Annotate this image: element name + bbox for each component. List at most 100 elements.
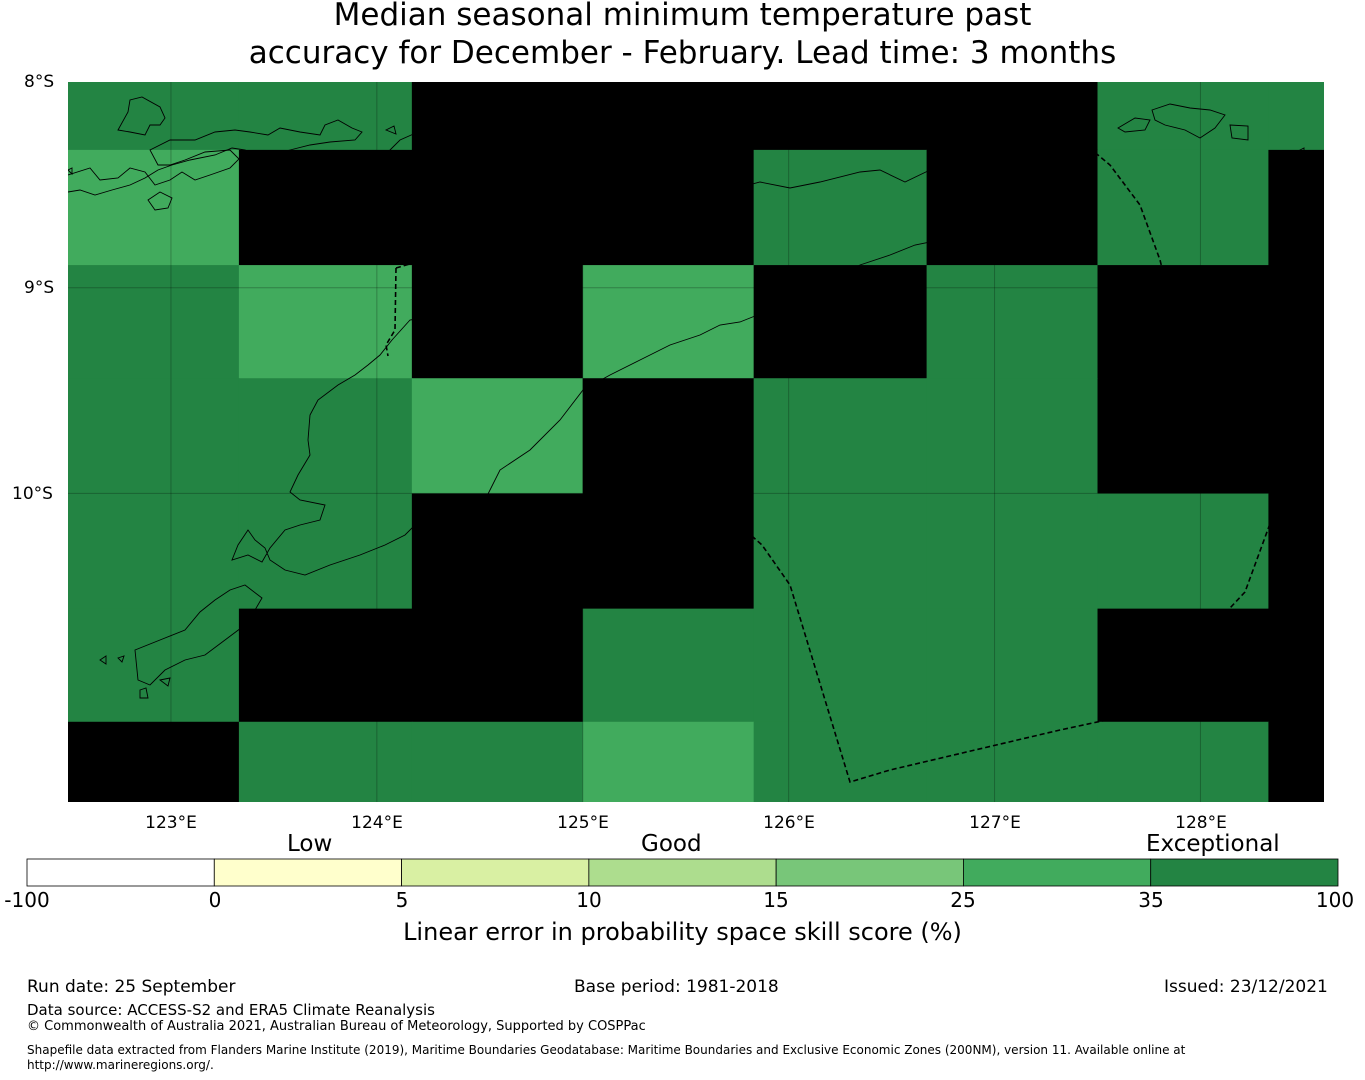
skill-cell xyxy=(68,493,240,610)
colorbar-tick: 15 xyxy=(763,888,789,912)
skill-cell xyxy=(1097,265,1269,379)
skill-cell xyxy=(926,149,1099,266)
skill-cell xyxy=(1268,608,1324,723)
lat-label-8s: 8°S xyxy=(24,72,55,92)
coastline-north-west-islands xyxy=(68,147,246,196)
skill-cell xyxy=(582,493,755,610)
coastline-timor xyxy=(231,149,1066,576)
coastline-rote xyxy=(734,82,743,95)
skill-cell xyxy=(1097,493,1269,610)
coastline-north-west-islands xyxy=(384,125,397,135)
skill-cell xyxy=(1268,378,1324,494)
skill-cell xyxy=(238,82,413,151)
lon-label-125e: 125°E xyxy=(557,813,609,833)
lon-label-124e: 124°E xyxy=(351,813,403,833)
skill-cell xyxy=(753,82,928,151)
lat-label-10s: 10°S xyxy=(12,484,53,504)
skill-cell xyxy=(411,149,584,266)
coastline-rote xyxy=(158,677,171,687)
lon-label-123e: 123°E xyxy=(145,813,197,833)
skill-cell xyxy=(68,265,240,379)
boundary-line xyxy=(395,249,479,326)
coastline-north-west-islands xyxy=(384,119,446,196)
skill-cell xyxy=(582,721,755,802)
skill-cell xyxy=(753,721,928,802)
colorbar-swatch xyxy=(1150,858,1339,887)
skill-cell xyxy=(753,493,928,610)
colorbar-swatch xyxy=(213,858,402,887)
colorbar-tick: -100 xyxy=(4,888,50,912)
category-exceptional: Exceptional xyxy=(1146,831,1280,857)
title-line-1: Median seasonal minimum temperature past xyxy=(333,0,1032,33)
base-period: Base period: 1981-2018 xyxy=(574,977,779,997)
skill-cell xyxy=(411,82,584,151)
colorbar-swatch xyxy=(26,858,215,887)
category-low: Low xyxy=(287,831,333,857)
lon-label-126e: 126°E xyxy=(763,813,815,833)
skill-cell xyxy=(68,608,240,723)
data-source: Data source: ACCESS-S2 and ERA5 Climate … xyxy=(27,1001,435,1019)
skill-cell xyxy=(1097,82,1269,151)
skill-cell xyxy=(1268,493,1324,610)
category-good: Good xyxy=(641,831,702,857)
skill-cell xyxy=(582,149,755,266)
colorbar-tick: 25 xyxy=(950,888,976,912)
skill-cell xyxy=(68,82,240,151)
colorbar-tick: 5 xyxy=(395,888,409,912)
skill-cell xyxy=(1268,265,1324,379)
shapefile-credit: Shapefile data extracted from Flanders M… xyxy=(27,1043,1277,1073)
colorbar-swatch xyxy=(963,858,1152,887)
skill-cell xyxy=(68,378,240,494)
skill-cell xyxy=(926,608,1099,723)
graticule xyxy=(68,82,1324,802)
coastline-north-west-islands xyxy=(117,96,166,136)
copyright: © Commonwealth of Australia 2021, Austra… xyxy=(27,1019,646,1034)
skill-cell xyxy=(753,149,928,266)
colorbar-tick: 100 xyxy=(1315,888,1355,912)
coastline-north-west-islands xyxy=(149,119,363,166)
skill-cell xyxy=(238,378,413,494)
issued-date: Issued: 23/12/2021 xyxy=(1164,977,1328,997)
skill-cell xyxy=(1097,608,1269,723)
run-date: Run date: 25 September xyxy=(27,977,236,997)
skill-cell xyxy=(238,493,413,610)
coastline-rote xyxy=(99,655,107,665)
colorbar-label: Linear error in probability space skill … xyxy=(403,918,962,946)
chart-title: Median seasonal minimum temperature past… xyxy=(0,0,1365,72)
coastline-north-west-islands xyxy=(339,157,347,169)
coastline-atauro xyxy=(1024,85,1043,105)
skill-cell xyxy=(926,82,1099,151)
skill-cell xyxy=(1097,721,1269,802)
skill-cell xyxy=(238,721,413,802)
skill-cell xyxy=(411,493,584,610)
skill-cell xyxy=(926,493,1099,610)
shapefile-credit-line-2: http://www.marineregions.org/. xyxy=(27,1058,214,1072)
coastline-north-west-islands xyxy=(455,121,467,131)
skill-cell xyxy=(753,378,928,494)
skill-cell xyxy=(1268,721,1324,802)
coastline-north-west-islands xyxy=(147,191,173,211)
skill-cell xyxy=(582,265,755,379)
skill-cell xyxy=(1097,149,1269,266)
skill-cell xyxy=(238,265,413,379)
skill-cell xyxy=(411,721,584,802)
coastline-wetar xyxy=(1117,117,1151,133)
colorbar-swatch xyxy=(588,858,777,887)
coastline-north-west-islands xyxy=(68,167,73,176)
skill-cell xyxy=(238,149,413,266)
title-line-2: accuracy for December - February. Lead t… xyxy=(248,35,1117,71)
skill-cell xyxy=(753,608,928,723)
skill-cell xyxy=(582,608,755,723)
coastline-wetar xyxy=(1151,103,1226,139)
skill-cell xyxy=(411,608,584,723)
lon-label-128e: 128°E xyxy=(1175,813,1227,833)
skill-cell xyxy=(582,378,755,494)
eez-boundary xyxy=(385,103,1304,783)
colorbar-swatch xyxy=(401,858,590,887)
colorbar-tick: 10 xyxy=(576,888,602,912)
skill-cell xyxy=(926,721,1099,802)
skill-cell xyxy=(582,82,755,151)
skill-cell xyxy=(926,378,1099,494)
skill-cell xyxy=(1268,82,1324,151)
